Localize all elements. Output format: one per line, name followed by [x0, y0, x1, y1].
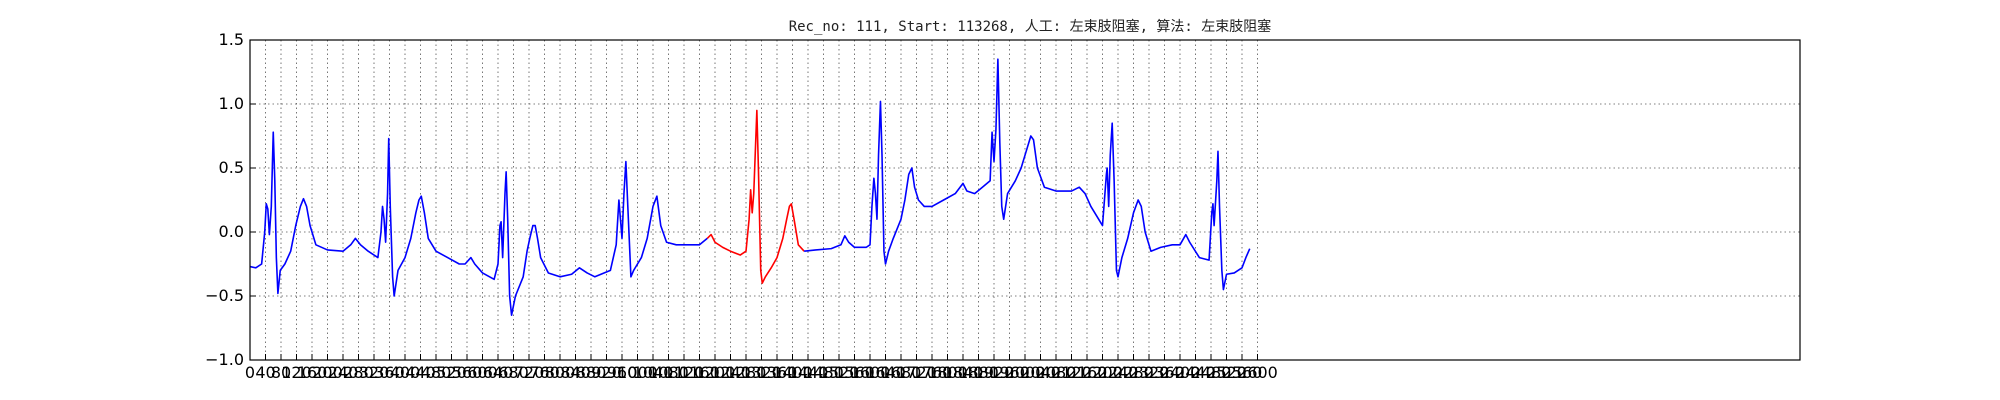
x-tick-label: 2320 — [1129, 363, 1170, 382]
x-tick-label: 1080 — [648, 363, 689, 382]
x-tick-label: 480 — [421, 363, 452, 382]
x-tick-label: 2400 — [1160, 363, 1201, 382]
ecg-series-line-1 — [249, 131, 708, 316]
x-tick-label: 2040 — [1020, 363, 1061, 382]
y-tick-label: −1.0 — [205, 350, 244, 369]
y-tick-label: −0.5 — [205, 286, 244, 305]
x-tick-label: 1800 — [927, 363, 968, 382]
chart-title: Rec_no: 111, Start: 113268, 人工: 左束肢阻塞, 算… — [789, 18, 1272, 35]
x-tick-label: 1720 — [896, 363, 937, 382]
x-tick-label: 2240 — [1098, 363, 1139, 382]
x-tick-label: 1840 — [943, 363, 984, 382]
x-tick-label: 1320 — [741, 363, 782, 382]
x-tick-label: 1440 — [788, 363, 829, 382]
x-tick-label: 280 — [343, 363, 374, 382]
x-tick-label: 2200 — [1082, 363, 1123, 382]
x-tick-label: 2000 — [1005, 363, 1046, 382]
y-tick-label: 0.5 — [219, 158, 244, 177]
x-tick-label: 160 — [297, 363, 328, 382]
x-tick-label: 1240 — [710, 363, 751, 382]
x-tick-label: 2480 — [1191, 363, 1232, 382]
x-tick-label: 400 — [390, 363, 421, 382]
x-tick-label: 120 — [281, 363, 312, 382]
x-tick-label: 720 — [514, 363, 545, 382]
x-tick-label: 440 — [405, 363, 436, 382]
x-tick-label: 560 — [452, 363, 483, 382]
x-tick-label: 880 — [576, 363, 607, 382]
y-tick-label: 1.5 — [219, 30, 244, 49]
x-tick-label: 2120 — [1051, 363, 1092, 382]
plot-frame — [249, 39, 1801, 361]
ecg-series-line-2 — [706, 109, 805, 284]
x-tick-label: 360 — [374, 363, 405, 382]
x-tick-label: 2360 — [1144, 363, 1185, 382]
x-tick-label: 1040 — [633, 363, 674, 382]
x-tick-label: 40 — [255, 363, 275, 382]
x-tick-label: 320 — [359, 363, 390, 382]
x-tick-label: 240 — [328, 363, 359, 382]
x-tick-label: 80 — [271, 363, 291, 382]
x-tick-label: 200 — [312, 363, 343, 382]
x-tick-label: 1640 — [865, 363, 906, 382]
x-tick-label: 1760 — [912, 363, 953, 382]
x-tick-label: 2440 — [1175, 363, 1216, 382]
ecg-series — [249, 58, 1251, 316]
x-tick-label: 2600 — [1237, 363, 1278, 382]
x-tick-label: 1480 — [803, 363, 844, 382]
x-tick-label: 1200 — [695, 363, 736, 382]
x-tick-label: 1560 — [834, 363, 875, 382]
x-tick-label: 840 — [560, 363, 591, 382]
x-tick-label: 520 — [436, 363, 467, 382]
grid-lines — [249, 39, 1800, 361]
x-tick-label: 2160 — [1067, 363, 1108, 382]
x-tick-label: 2080 — [1036, 363, 1077, 382]
x-tick-label: 1880 — [958, 363, 999, 382]
x-tick-label: 1680 — [881, 363, 922, 382]
x-tick-label: 640 — [483, 363, 514, 382]
y-tick-label: 1.0 — [219, 94, 244, 113]
x-tick-label: 1360 — [757, 363, 798, 382]
x-tick-label: 1120 — [664, 363, 705, 382]
y-axis: −1.0 −0.5 0.0 0.5 1.0 1.5 — [205, 30, 256, 369]
ecg-series-line-3 — [804, 58, 1251, 291]
x-tick-label: 1280 — [726, 363, 767, 382]
x-tick-label: 1600 — [850, 363, 891, 382]
x-axis: 0 408012016020024028032036040044048052056… — [245, 354, 1278, 382]
y-tick-label: 0.0 — [219, 222, 244, 241]
x-tick-label: 1400 — [772, 363, 813, 382]
x-tick-label: 960 — [607, 363, 638, 382]
x-tick-label: 0 — [245, 363, 255, 382]
x-tick-label: 680 — [498, 363, 529, 382]
x-tick-label: 1000 — [617, 363, 658, 382]
x-tick-label: 600 — [467, 363, 498, 382]
x-tick-label: 920 — [591, 363, 622, 382]
x-tick-label: 1960 — [989, 363, 1030, 382]
x-tick-label: 2280 — [1113, 363, 1154, 382]
x-tick-label: 2520 — [1206, 363, 1247, 382]
x-tick-label: 1920 — [974, 363, 1015, 382]
x-tick-label: 1160 — [679, 363, 720, 382]
x-tick-label: 2560 — [1222, 363, 1263, 382]
x-tick-label: 800 — [545, 363, 576, 382]
x-tick-label: 1520 — [819, 363, 860, 382]
x-tick-label: 760 — [529, 363, 560, 382]
